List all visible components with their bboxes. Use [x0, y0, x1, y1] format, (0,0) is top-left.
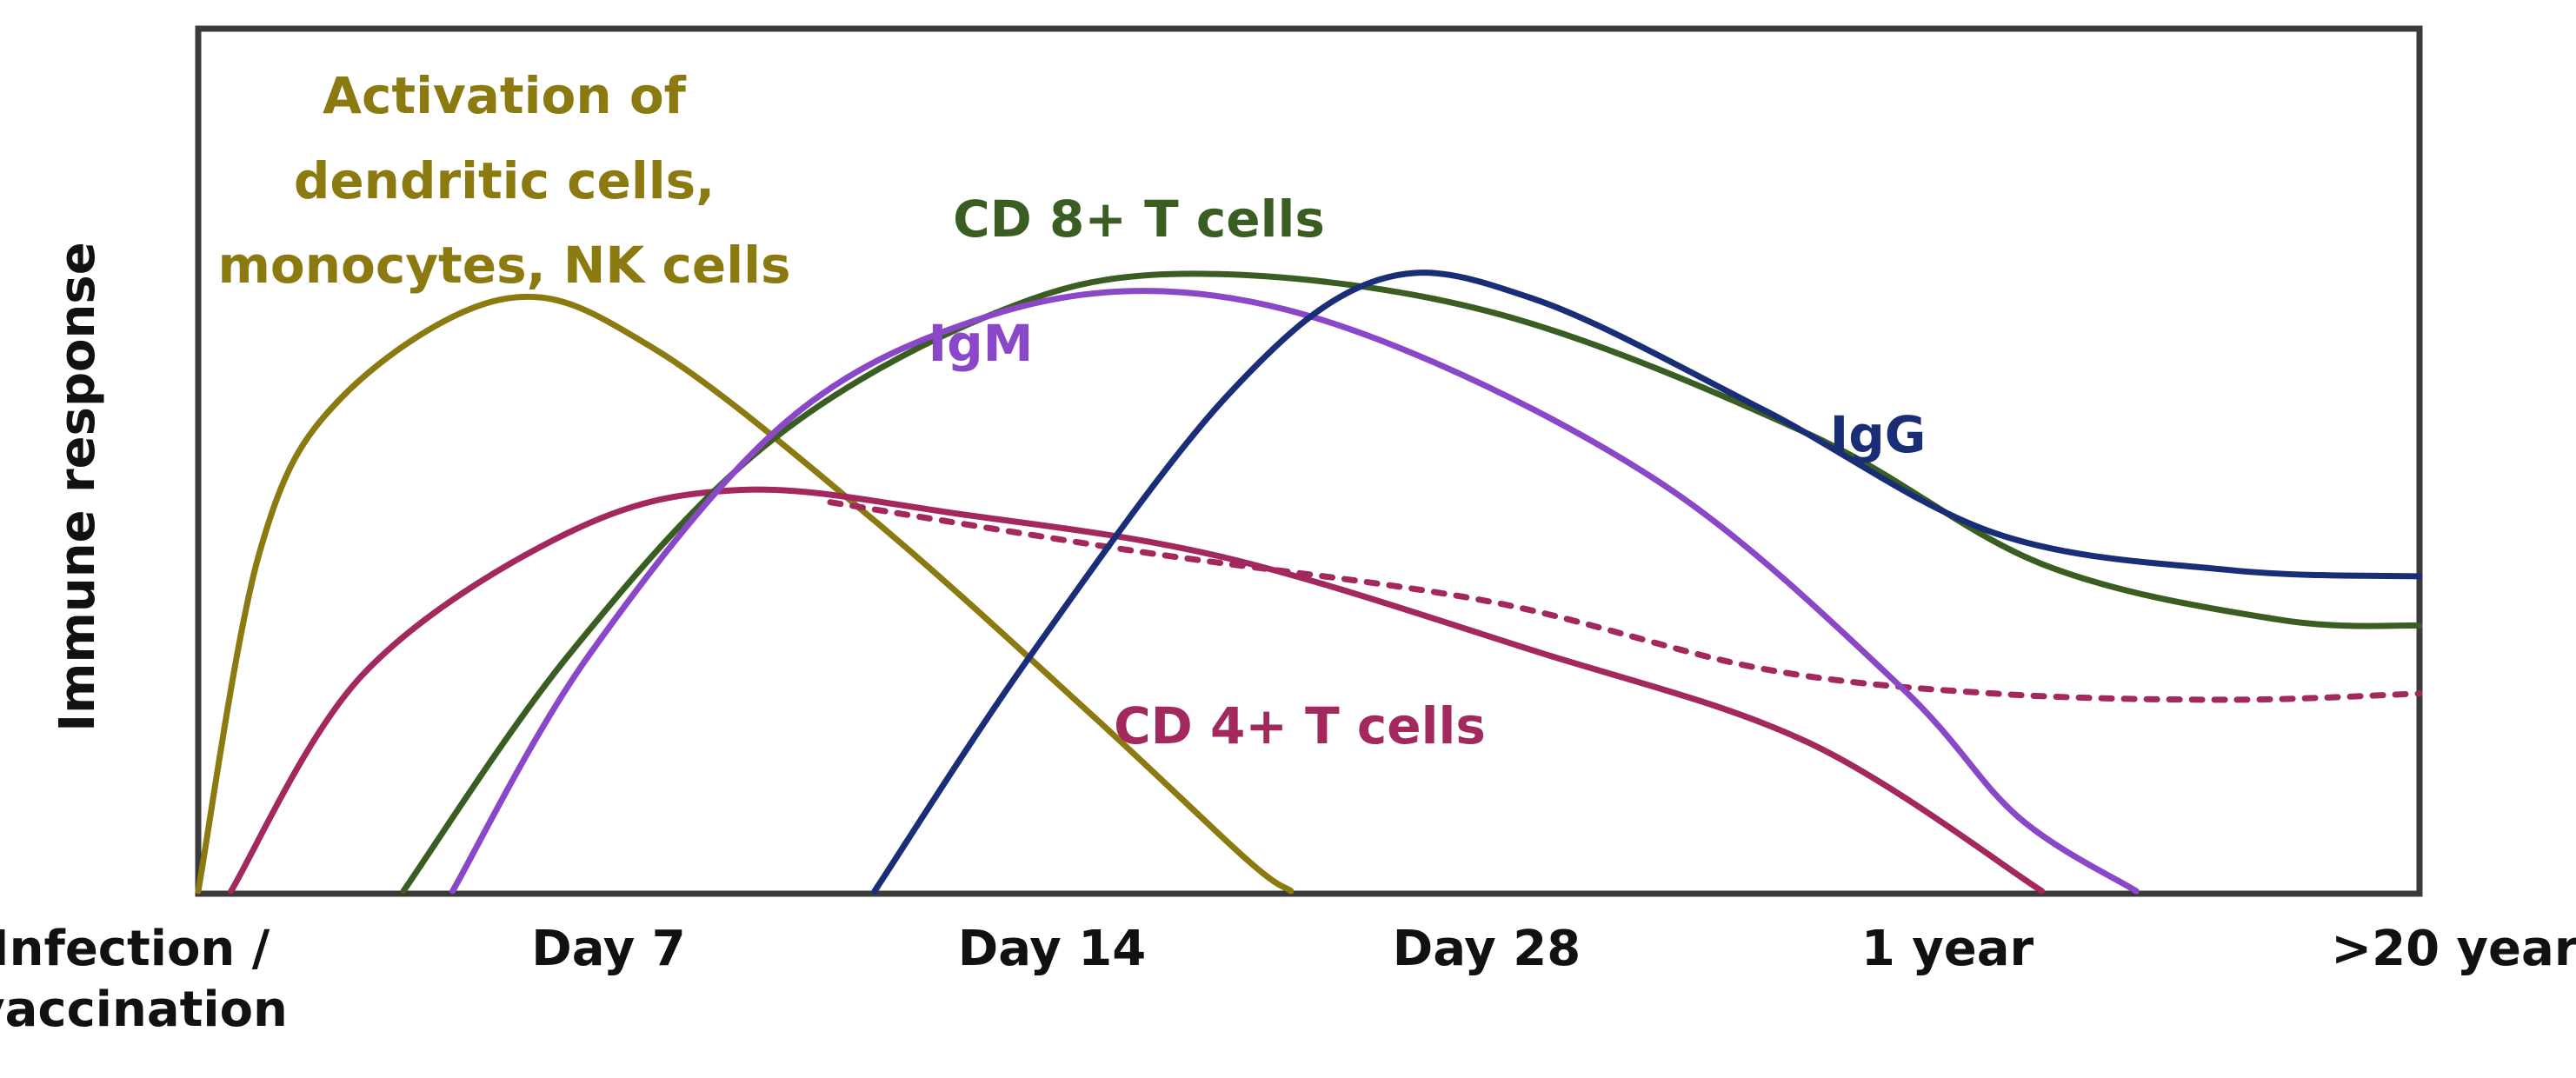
x-tick-label-3: Day 28 — [1393, 921, 1581, 977]
innate-activation-curve — [195, 293, 1295, 895]
cd4-t-cells-curve — [228, 486, 2046, 895]
plot-frame — [195, 25, 2423, 897]
curves-layer — [195, 270, 2423, 895]
x-tick-label-0-line-1: vaccination — [0, 982, 288, 1038]
innate-activation-label-line-2: monocytes, NK cells — [217, 236, 790, 295]
x-tick-label-2: Day 14 — [958, 921, 1146, 977]
x-tick-label-1: Day 7 — [531, 921, 686, 977]
innate-activation-label-line-0: Activation of — [323, 66, 687, 125]
cd8-t-cells-curve — [400, 270, 2423, 895]
igm-label: IgM — [929, 314, 1034, 373]
cd4-t-cells-label: CD 4+ T cells — [1114, 696, 1486, 755]
innate-activation-label-line-1: dendritic cells, — [294, 151, 715, 210]
x-tick-label-4: 1 year — [1861, 921, 2034, 977]
x-tick-label-0-line-0: Infection / — [0, 921, 270, 977]
igg-curve — [871, 270, 2423, 895]
igm-curve — [449, 288, 2140, 895]
labels-layer: Immune response Infection /vaccination Day… — [0, 66, 2576, 1038]
cd4-t-cells-dotted-curve — [827, 499, 2423, 703]
y-axis-label: Immune response — [50, 242, 106, 731]
x-tick-label-5: >20 years — [2331, 921, 2576, 977]
igg-label: IgG — [1830, 405, 1927, 464]
cd8-t-cells-label: CD 8+ T cells — [953, 190, 1325, 249]
